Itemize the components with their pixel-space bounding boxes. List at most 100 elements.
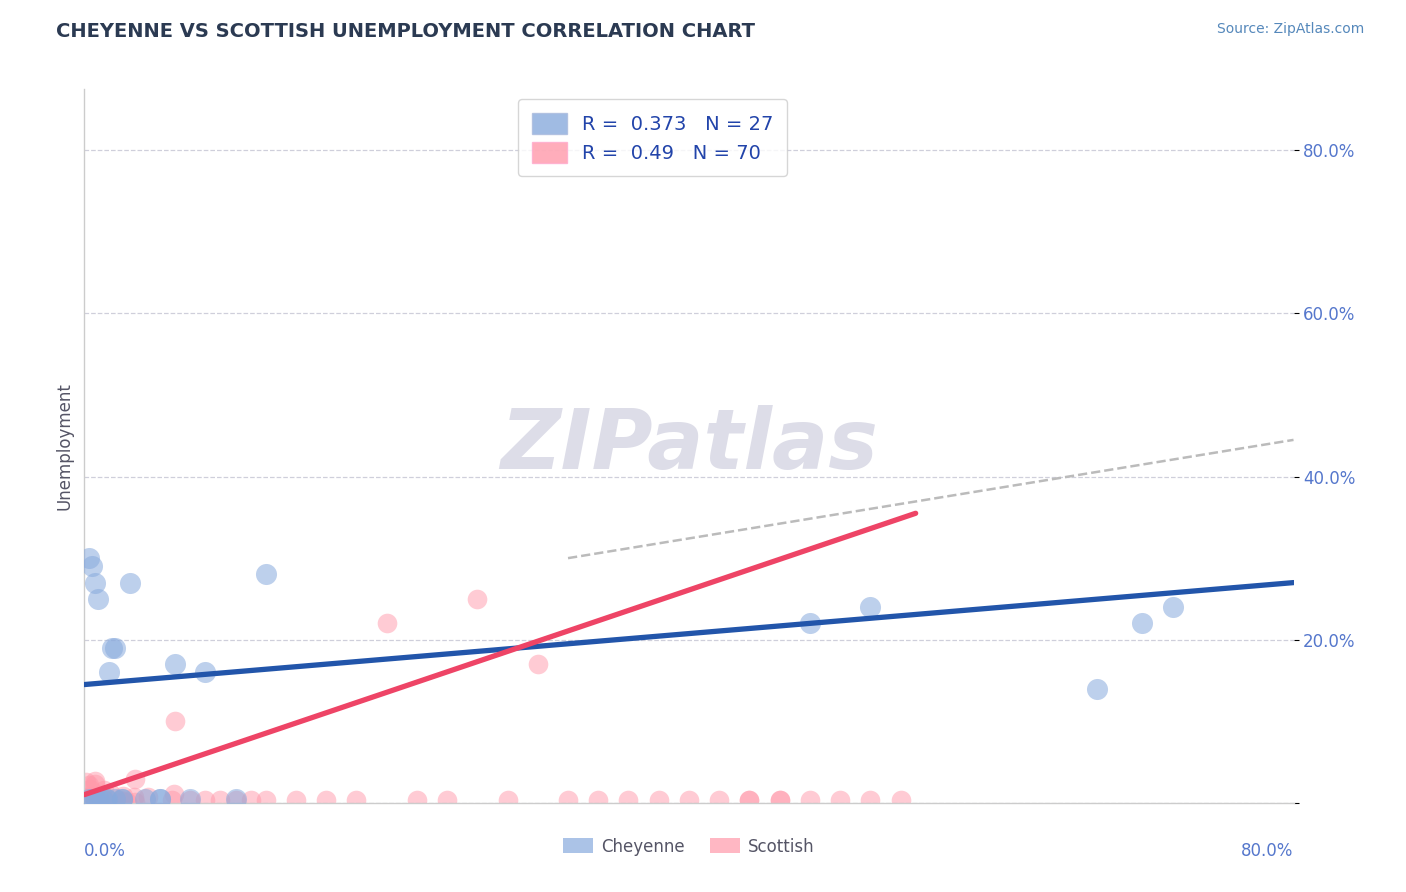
Point: [617, 793, 640, 807]
Point: [98, 786, 121, 800]
Text: CHEYENNE VS SCOTTISH UNEMPLOYMENT CORRELATION CHART: CHEYENNE VS SCOTTISH UNEMPLOYMENT CORREL…: [56, 22, 755, 41]
Point: [769, 793, 792, 807]
Point: [75, 793, 97, 807]
Point: [118, 575, 141, 590]
Point: [239, 793, 262, 807]
Point: [315, 793, 337, 807]
Point: [96, 791, 118, 805]
Text: 0.0%: 0.0%: [84, 842, 127, 860]
Point: [647, 793, 671, 807]
Point: [104, 791, 127, 805]
Point: [86, 793, 108, 807]
Point: [80, 792, 103, 806]
Point: [124, 772, 146, 786]
Point: [769, 793, 792, 807]
Point: [163, 787, 186, 801]
Point: [859, 793, 882, 807]
Point: [75, 775, 97, 789]
Point: [77, 791, 100, 805]
Point: [93, 783, 115, 797]
Point: [375, 616, 398, 631]
Point: [94, 794, 117, 808]
Point: [284, 793, 308, 807]
Point: [1161, 600, 1184, 615]
Point: [467, 591, 489, 606]
Point: [89, 791, 111, 805]
Point: [111, 795, 134, 809]
Point: [76, 789, 98, 804]
Point: [163, 657, 186, 672]
Point: [111, 795, 134, 809]
Point: [194, 793, 217, 807]
Point: [84, 575, 107, 590]
Point: [136, 789, 159, 804]
Point: [254, 567, 277, 582]
Point: [91, 791, 114, 805]
Point: [557, 793, 579, 807]
Point: [209, 793, 232, 807]
Point: [75, 789, 97, 804]
Legend: Cheyenne, Scottish: Cheyenne, Scottish: [557, 831, 821, 863]
Point: [80, 791, 103, 805]
Point: [526, 657, 548, 672]
Point: [93, 791, 115, 805]
Point: [75, 794, 97, 808]
Point: [87, 591, 110, 606]
Point: [79, 781, 101, 796]
Point: [86, 791, 108, 805]
Point: [76, 790, 98, 805]
Point: [1085, 681, 1108, 696]
Point: [75, 794, 97, 808]
Point: [194, 665, 217, 680]
Point: [86, 790, 108, 805]
Point: [830, 793, 852, 807]
Point: [179, 791, 201, 805]
Point: [104, 640, 127, 655]
Point: [115, 795, 138, 809]
Point: [94, 791, 117, 805]
Point: [225, 793, 247, 807]
Point: [84, 777, 107, 791]
Text: Source: ZipAtlas.com: Source: ZipAtlas.com: [1216, 22, 1364, 37]
Point: [859, 600, 882, 615]
Point: [149, 791, 172, 805]
Point: [709, 793, 731, 807]
Point: [77, 794, 100, 808]
Point: [890, 793, 912, 807]
Point: [76, 794, 98, 808]
Point: [346, 793, 368, 807]
Point: [1130, 616, 1153, 631]
Point: [496, 793, 519, 807]
Point: [94, 794, 117, 808]
Point: [254, 793, 277, 807]
Point: [124, 795, 146, 809]
Point: [179, 793, 201, 807]
Point: [91, 787, 114, 801]
Point: [678, 793, 700, 807]
Point: [588, 793, 610, 807]
Point: [799, 793, 821, 807]
Point: [77, 551, 100, 566]
Point: [100, 640, 122, 655]
Point: [80, 559, 103, 574]
Point: [149, 791, 172, 805]
Point: [84, 791, 107, 805]
Point: [160, 793, 183, 807]
Point: [436, 793, 458, 807]
Point: [738, 793, 761, 807]
Point: [163, 714, 186, 729]
Point: [77, 778, 100, 792]
Point: [97, 665, 120, 680]
Point: [80, 791, 103, 805]
Point: [406, 793, 429, 807]
Y-axis label: Unemployment: Unemployment: [55, 382, 73, 510]
Point: [111, 791, 134, 805]
Point: [124, 789, 146, 804]
Point: [80, 789, 103, 804]
Point: [77, 793, 100, 807]
Point: [84, 773, 107, 788]
Point: [110, 793, 132, 807]
Point: [225, 791, 247, 805]
Point: [799, 616, 821, 631]
Point: [134, 791, 156, 805]
